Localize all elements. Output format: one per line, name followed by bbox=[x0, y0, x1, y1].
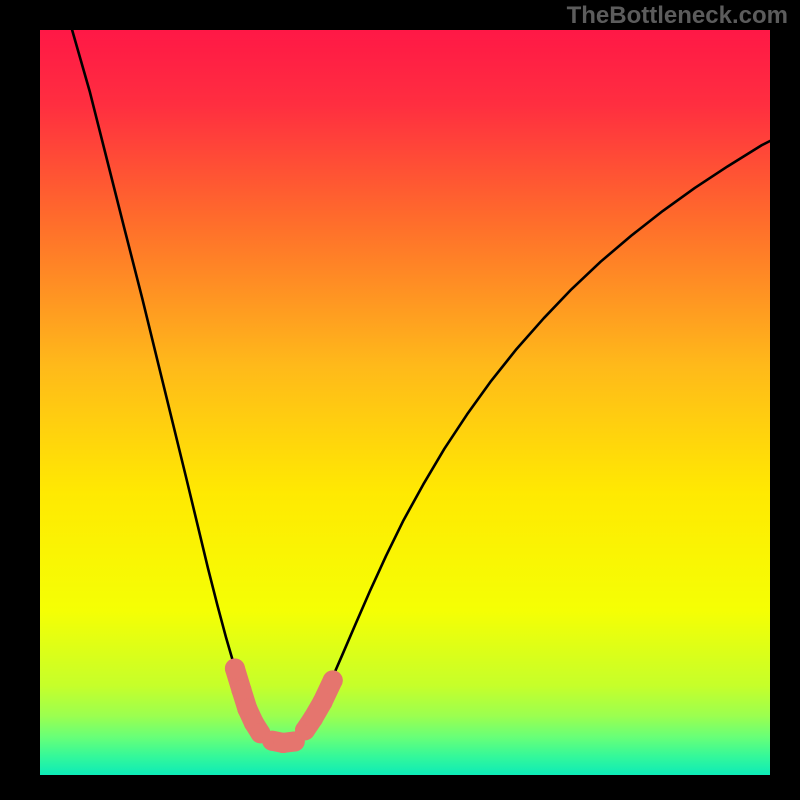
watermark-text: TheBottleneck.com bbox=[567, 2, 788, 30]
bottleneck-chart bbox=[0, 0, 800, 800]
plot-area bbox=[40, 30, 770, 775]
marker-right-node bbox=[313, 692, 333, 712]
marker-left-node bbox=[231, 680, 251, 700]
chart-frame: TheBottleneck.com bbox=[0, 0, 800, 800]
marker-right-node bbox=[323, 670, 343, 690]
marker-left-node bbox=[225, 658, 245, 678]
